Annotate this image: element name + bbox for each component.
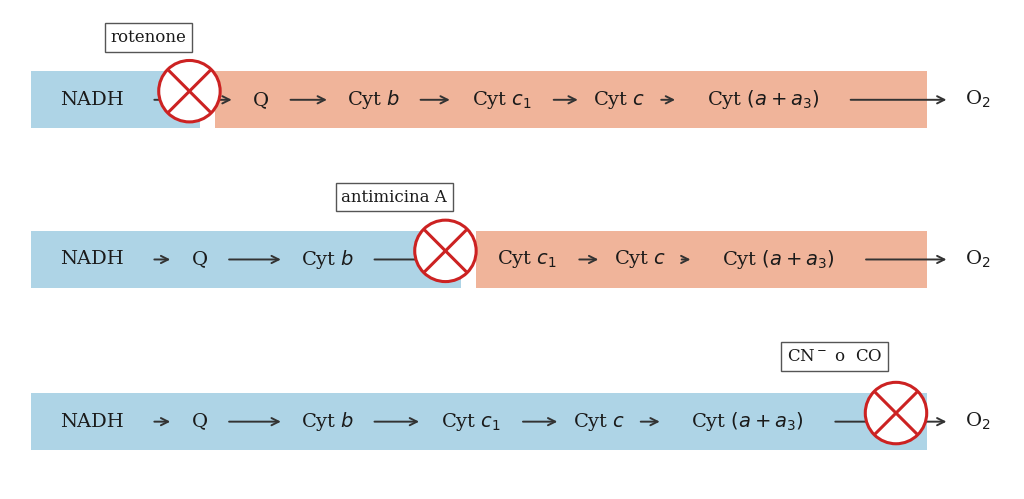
Text: Q: Q: [191, 250, 208, 268]
Text: Q: Q: [191, 413, 208, 431]
Text: Cyt $c_1$: Cyt $c_1$: [472, 89, 531, 111]
Text: Cyt $(a+a_3)$: Cyt $(a+a_3)$: [691, 410, 804, 433]
Text: Cyt $c$: Cyt $c$: [593, 89, 646, 111]
Ellipse shape: [415, 220, 476, 281]
Ellipse shape: [865, 382, 927, 444]
Text: O$_2$: O$_2$: [966, 89, 990, 110]
Text: O$_2$: O$_2$: [966, 411, 990, 432]
Text: O$_2$: O$_2$: [966, 249, 990, 270]
Text: antimicina A: antimicina A: [341, 189, 447, 206]
Text: NADH: NADH: [60, 413, 124, 431]
Text: CN$^-$ o  CO: CN$^-$ o CO: [786, 348, 883, 365]
Text: Cyt $(a+a_3)$: Cyt $(a+a_3)$: [722, 248, 835, 271]
Text: NADH: NADH: [60, 91, 124, 109]
Bar: [476, 231, 927, 288]
Ellipse shape: [159, 60, 220, 122]
Text: Cyt $c_1$: Cyt $c_1$: [441, 411, 501, 433]
Text: Cyt $b$: Cyt $b$: [301, 410, 354, 433]
Bar: [31, 231, 461, 288]
Bar: [31, 393, 927, 450]
Text: Cyt $(a+a_3)$: Cyt $(a+a_3)$: [707, 88, 819, 111]
Text: Cyt $b$: Cyt $b$: [347, 88, 400, 111]
Text: rotenone: rotenone: [111, 29, 186, 46]
Text: Cyt $b$: Cyt $b$: [301, 248, 354, 271]
Text: Cyt $c_1$: Cyt $c_1$: [498, 249, 557, 270]
Text: NADH: NADH: [60, 250, 124, 268]
Bar: [31, 71, 200, 128]
Text: Cyt $c$: Cyt $c$: [613, 249, 667, 270]
Bar: [215, 71, 927, 128]
Text: Q: Q: [253, 91, 269, 109]
Text: Cyt $c$: Cyt $c$: [572, 411, 626, 433]
